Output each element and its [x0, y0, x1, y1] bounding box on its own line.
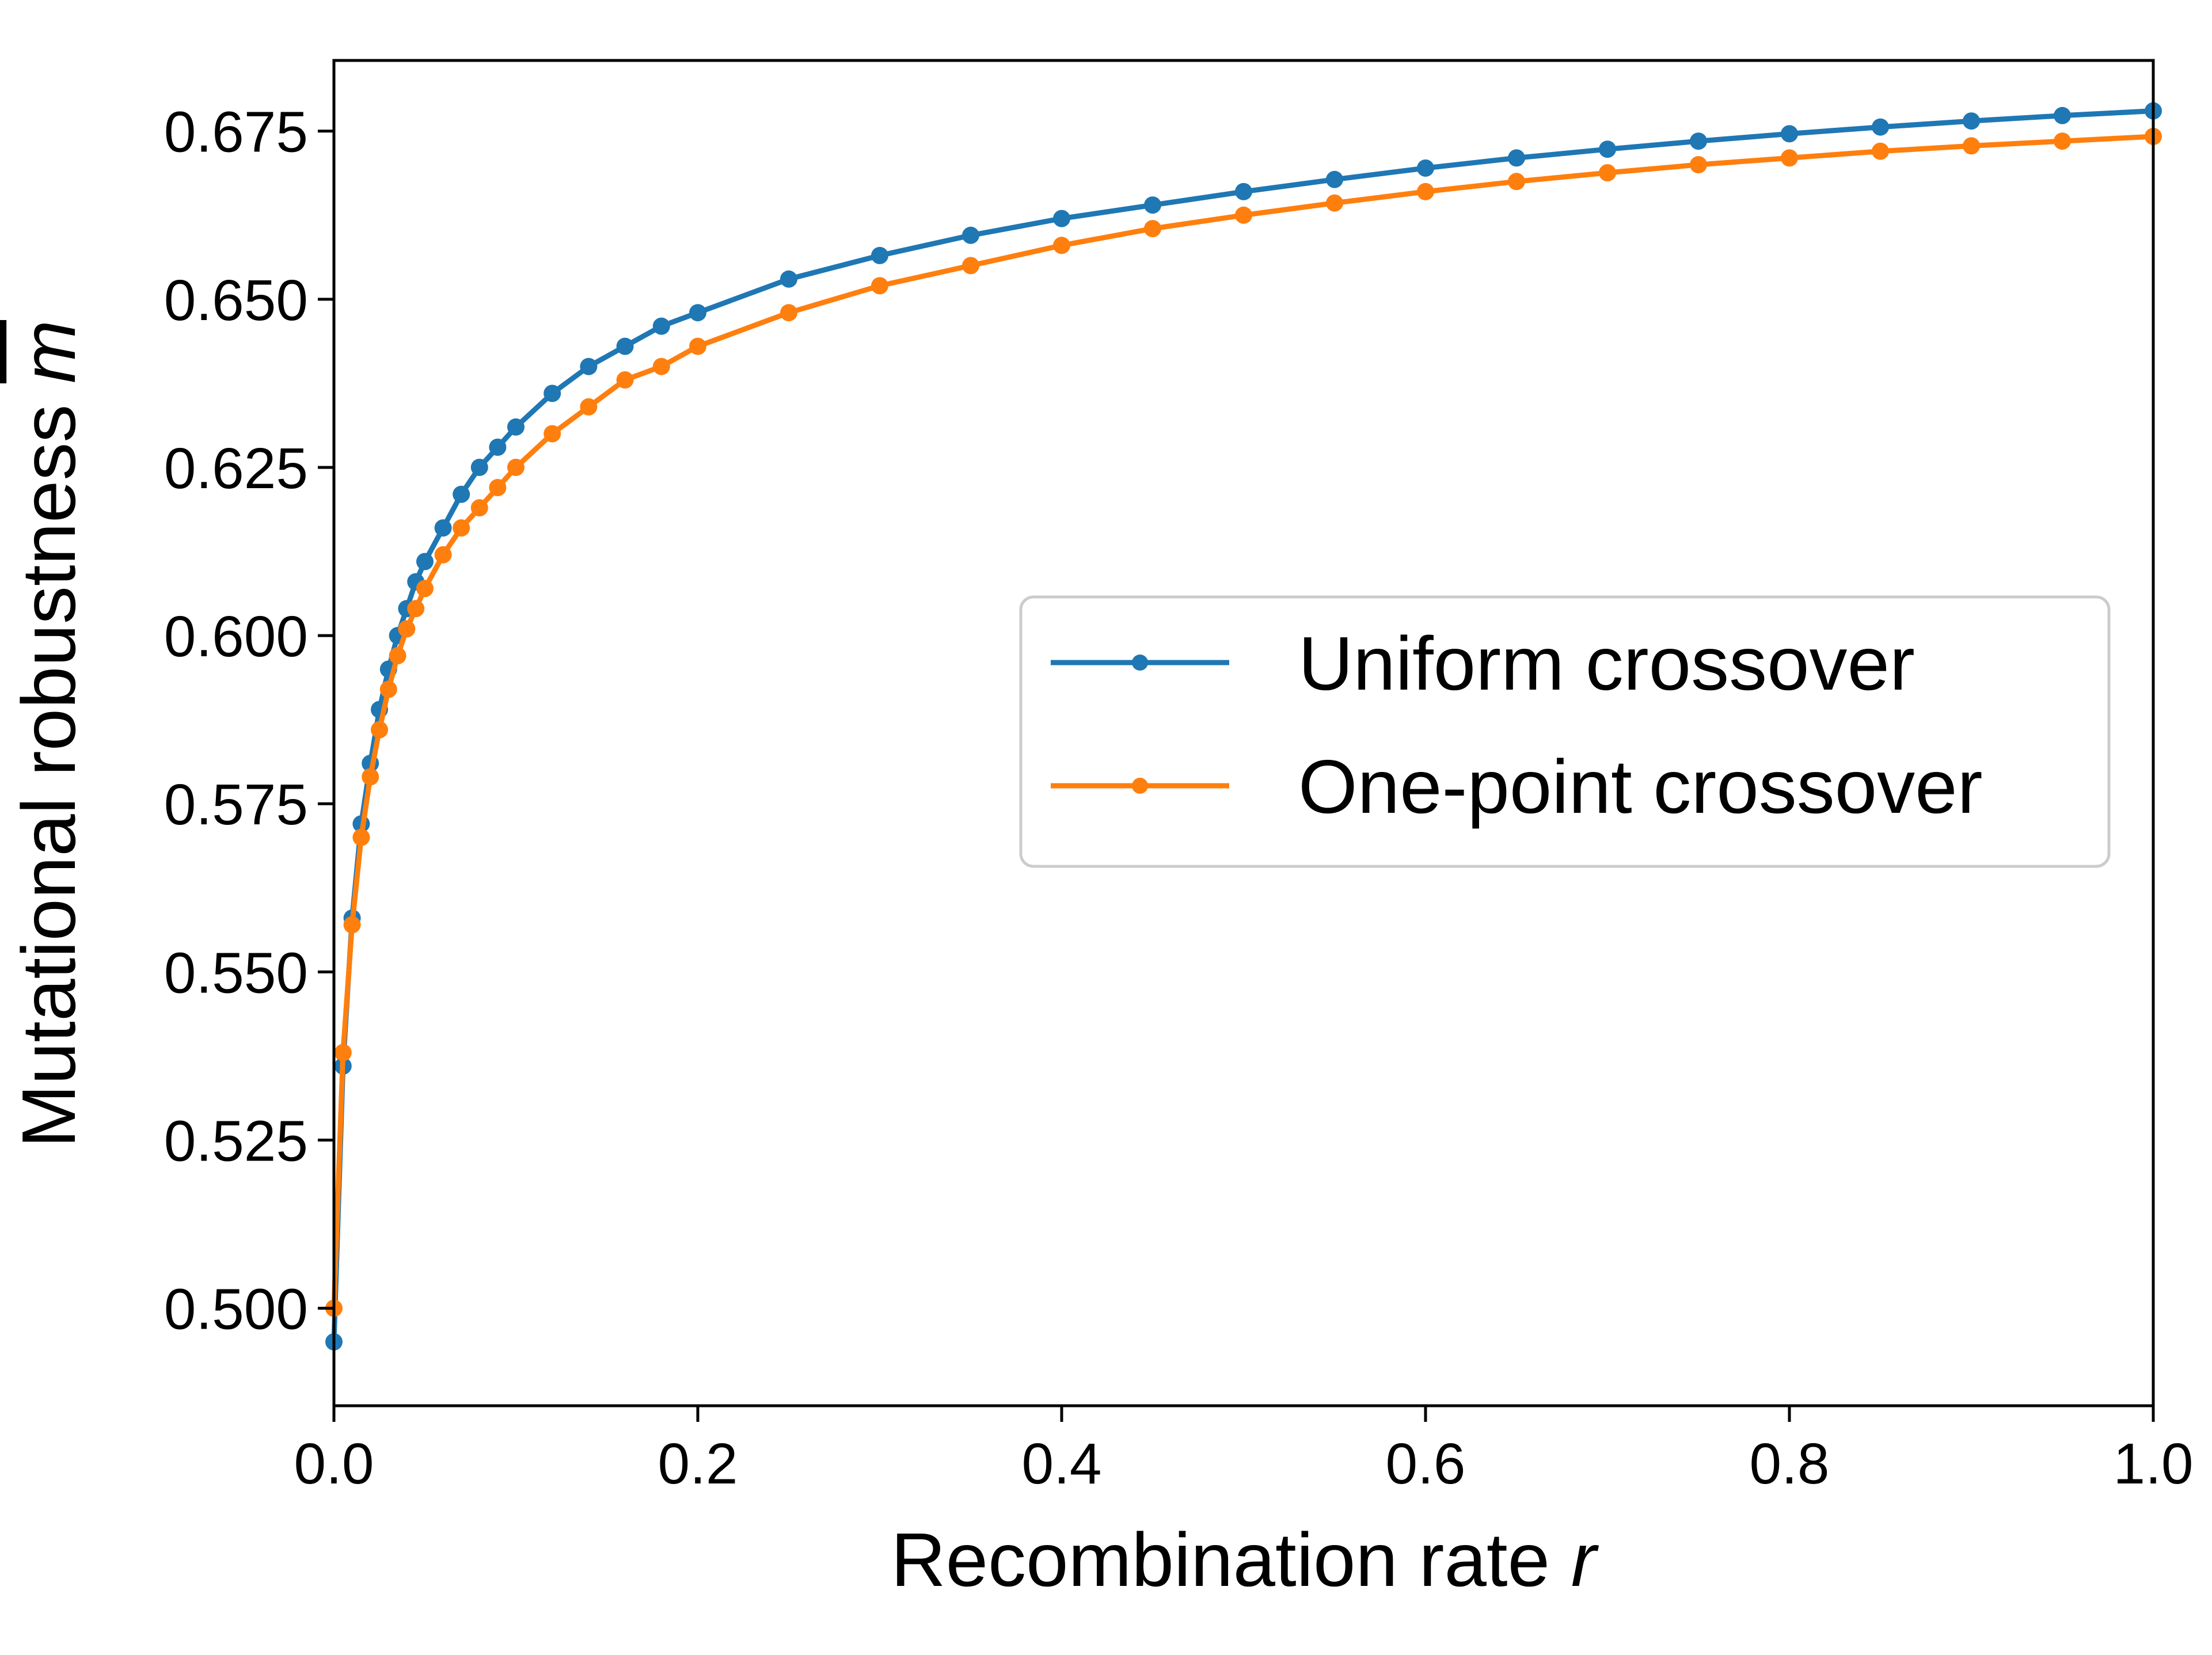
y-tick-label: 0.550: [164, 941, 308, 1005]
data-point: [1963, 112, 1980, 130]
data-point: [379, 680, 397, 698]
data-point: [407, 600, 425, 618]
data-point: [780, 304, 797, 322]
data-point: [1599, 164, 1616, 182]
y-tick-label: 0.625: [164, 436, 308, 501]
data-point: [489, 479, 507, 496]
data-point: [453, 485, 470, 503]
data-point: [507, 418, 525, 436]
x-tick-label: 0.0: [294, 1432, 374, 1496]
x-tick-label: 0.8: [1749, 1432, 1829, 1496]
data-point: [580, 398, 598, 416]
y-tick-label: 0.600: [164, 604, 308, 669]
data-point: [389, 647, 406, 665]
data-point: [1963, 137, 1980, 155]
data-point: [1599, 140, 1616, 158]
data-point: [616, 371, 634, 389]
data-point: [1872, 118, 1889, 136]
data-point: [1690, 132, 1707, 150]
y-tick-label: 0.500: [164, 1277, 308, 1342]
data-point: [1781, 149, 1798, 167]
data-point: [1508, 173, 1525, 191]
x-axis-label-text: Recombination rate: [891, 1517, 1550, 1602]
plot-frame: [332, 59, 2155, 1407]
y-tick-label: 0.575: [164, 773, 308, 837]
data-point: [652, 357, 670, 375]
data-point: [1326, 170, 1343, 188]
legend-marker-one-point: [1132, 778, 1148, 794]
x-axis-label: Recombination rate r: [891, 1517, 1599, 1602]
y-axis-label-variable: m: [6, 320, 91, 383]
data-point: [453, 519, 470, 537]
series-uniform: [325, 102, 2162, 1350]
data-point: [352, 828, 370, 846]
legend-label-one-point: One-point crossover: [1298, 744, 1983, 829]
data-point: [416, 580, 434, 598]
y-tick-label: 0.650: [164, 268, 308, 333]
data-point: [489, 438, 507, 456]
legend-label-uniform: Uniform crossover: [1298, 621, 1915, 706]
data-point: [1690, 156, 1707, 174]
data-point: [2054, 106, 2071, 124]
x-tick-label: 0.4: [1021, 1432, 1101, 1496]
data-point: [1872, 142, 1889, 160]
data-point: [544, 385, 561, 402]
data-point: [652, 317, 670, 335]
y-tick-label: 0.525: [164, 1109, 308, 1173]
data-point: [371, 721, 388, 739]
series-layer: [325, 102, 2162, 1350]
data-point: [1144, 220, 1161, 238]
x-axis-ticks: 0.0 0.2 0.4 0.6 0.8 1.0: [294, 1406, 2194, 1496]
data-point: [334, 1044, 352, 1062]
x-tick-label: 1.0: [2113, 1432, 2193, 1496]
y-axis-label-text: Mutational robustness: [6, 405, 91, 1148]
data-point: [962, 226, 979, 244]
data-point: [871, 246, 888, 264]
data-point: [2054, 132, 2071, 150]
data-point: [1781, 125, 1798, 143]
data-point: [362, 768, 379, 786]
y-axis-ticks: 0.500 0.525 0.550 0.575 0.600 0.625 0.650 0.675: [164, 100, 334, 1342]
data-point: [1144, 196, 1161, 214]
data-point: [434, 519, 452, 537]
data-point: [1508, 149, 1525, 167]
x-tick-label: 0.2: [657, 1432, 738, 1496]
legend-box: [1019, 595, 2111, 868]
data-point: [507, 458, 525, 476]
data-point: [1053, 210, 1070, 227]
data-point: [689, 304, 706, 322]
data-point: [1326, 194, 1343, 212]
data-point: [398, 620, 416, 638]
data-point: [470, 458, 488, 476]
data-point: [689, 337, 706, 355]
series-one-point: [325, 128, 2162, 1317]
data-point: [416, 553, 434, 570]
data-point: [962, 257, 979, 275]
data-point: [1053, 237, 1070, 254]
legend: Uniform crossover One-point crossover: [1019, 595, 2111, 868]
data-point: [470, 499, 488, 517]
data-point: [616, 337, 634, 355]
data-point: [544, 425, 561, 443]
y-axis-label: Mutational robustness m: [6, 320, 91, 1148]
x-axis-label-variable: r: [1571, 1517, 1599, 1602]
data-point: [343, 916, 361, 934]
data-point: [871, 277, 888, 295]
data-point: [434, 546, 452, 564]
data-point: [1235, 206, 1252, 224]
data-point: [580, 357, 598, 375]
data-point: [780, 270, 797, 288]
data-point: [1417, 182, 1434, 200]
y-tick-label: 0.675: [164, 100, 308, 165]
data-point: [1417, 159, 1434, 177]
legend-marker-uniform: [1132, 655, 1148, 671]
x-tick-label: 0.6: [1385, 1432, 1465, 1496]
data-point: [1235, 182, 1252, 200]
